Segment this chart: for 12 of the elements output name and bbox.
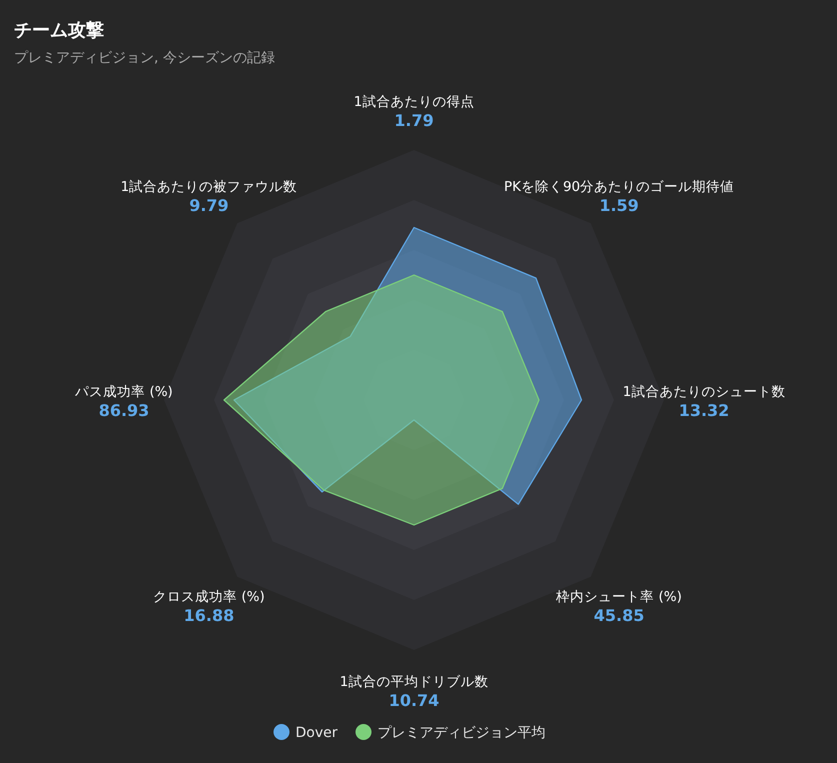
annotation: 10.74 bbox=[388, 691, 440, 710]
annotation: 13.32 bbox=[678, 401, 730, 420]
annotation: 1.59 bbox=[599, 196, 639, 215]
annotation: 1.79 bbox=[394, 111, 434, 130]
annotation: 16.88 bbox=[184, 606, 234, 626]
annotation: 45.85 bbox=[594, 606, 644, 626]
subtitle: プレミアディビジョン, 今シーズンの記録 bbox=[14, 50, 275, 66]
annotation: 9.79 bbox=[189, 196, 229, 215]
legend-label: Dover bbox=[296, 725, 338, 741]
title: チーム攻撃 bbox=[14, 20, 104, 41]
annotation: 86.93 bbox=[98, 401, 150, 420]
legend-label: プレミアディビジョン平均 bbox=[378, 725, 546, 741]
